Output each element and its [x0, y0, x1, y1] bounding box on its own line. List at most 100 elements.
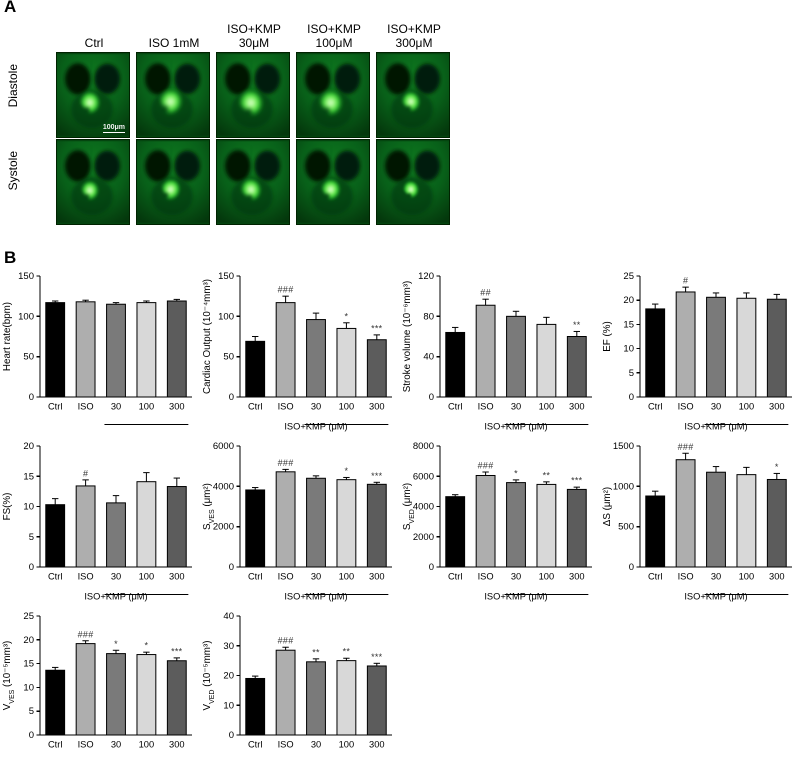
svg-text:#: #	[683, 276, 688, 286]
svg-text:30: 30	[511, 402, 521, 412]
svg-text:120: 120	[418, 271, 434, 282]
svg-text:15: 15	[23, 471, 34, 482]
svg-text:150: 150	[18, 271, 34, 282]
svg-text:50: 50	[223, 352, 234, 363]
svg-text:0: 0	[629, 562, 634, 573]
svg-text:10: 10	[623, 344, 634, 355]
svg-text:25: 25	[23, 611, 34, 622]
svg-text:100: 100	[139, 740, 155, 750]
svg-text:**: **	[573, 320, 581, 330]
svg-text:6000: 6000	[413, 471, 434, 482]
svg-text:25: 25	[623, 271, 634, 282]
svg-text:0: 0	[229, 392, 234, 403]
svg-text:15: 15	[23, 659, 34, 670]
svg-text:ISO: ISO	[78, 572, 94, 582]
svg-text:30: 30	[223, 641, 234, 652]
svg-text:Ctrl: Ctrl	[448, 402, 462, 412]
svg-text:30: 30	[111, 740, 121, 750]
svg-text:VVES (10⁻⁵mm³): VVES (10⁻⁵mm³)	[2, 641, 16, 711]
svg-text:300: 300	[369, 402, 385, 412]
svg-text:300: 300	[369, 572, 385, 582]
svg-text:2000: 2000	[213, 522, 234, 533]
svg-text:###: ###	[278, 285, 294, 295]
svg-text:300: 300	[569, 572, 585, 582]
svg-text:*: *	[514, 468, 518, 478]
svg-text:ISO: ISO	[478, 402, 494, 412]
svg-text:20: 20	[23, 441, 34, 452]
svg-text:300: 300	[169, 740, 185, 750]
svg-text:ISO: ISO	[278, 402, 294, 412]
svg-text:0: 0	[29, 562, 34, 573]
svg-text:Ctrl: Ctrl	[48, 572, 62, 582]
svg-text:ISO: ISO	[678, 572, 694, 582]
svg-text:300: 300	[569, 402, 585, 412]
svg-text:ISO+KMP (μM): ISO+KMP (μM)	[684, 592, 747, 602]
svg-text:Cardiac Output (10⁻⁴mm³): Cardiac Output (10⁻⁴mm³)	[202, 279, 213, 394]
svg-text:##: ##	[480, 288, 491, 298]
svg-text:300: 300	[169, 572, 185, 582]
svg-text:100: 100	[139, 572, 155, 582]
svg-text:ΔS (μm²): ΔS (μm²)	[602, 487, 613, 526]
svg-text:300: 300	[769, 402, 785, 412]
svg-text:###: ###	[478, 461, 494, 471]
svg-text:30: 30	[711, 572, 721, 582]
svg-text:Ctrl: Ctrl	[648, 572, 662, 582]
svg-text:0: 0	[429, 562, 434, 573]
svg-text:40: 40	[223, 611, 234, 622]
svg-text:###: ###	[78, 629, 94, 639]
svg-text:10: 10	[223, 700, 234, 711]
svg-text:10: 10	[23, 682, 34, 693]
svg-text:300: 300	[169, 402, 185, 412]
svg-text:500: 500	[618, 522, 634, 533]
svg-text:6000: 6000	[213, 441, 234, 452]
svg-text:300: 300	[769, 572, 785, 582]
svg-text:20: 20	[23, 635, 34, 646]
svg-text:Ctrl: Ctrl	[248, 402, 262, 412]
svg-text:***: ***	[571, 476, 583, 486]
svg-text:100: 100	[339, 402, 355, 412]
svg-text:5: 5	[29, 706, 34, 717]
svg-text:Ctrl: Ctrl	[48, 402, 62, 412]
svg-text:#: #	[83, 468, 88, 478]
svg-text:**: **	[343, 647, 351, 657]
svg-text:ISO+KMP (μM): ISO+KMP (μM)	[484, 592, 547, 602]
svg-text:300: 300	[369, 740, 385, 750]
svg-text:100: 100	[739, 402, 755, 412]
svg-text:40: 40	[423, 352, 434, 363]
svg-text:30: 30	[111, 402, 121, 412]
svg-text:ISO: ISO	[278, 572, 294, 582]
svg-text:30: 30	[711, 402, 721, 412]
svg-text:***: ***	[371, 471, 383, 481]
svg-text:100: 100	[339, 740, 355, 750]
svg-text:Stroke volume (10⁻⁶mm³): Stroke volume (10⁻⁶mm³)	[402, 281, 413, 393]
svg-text:100: 100	[739, 572, 755, 582]
svg-text:0: 0	[629, 392, 634, 403]
svg-text:###: ###	[678, 442, 694, 452]
svg-text:Ctrl: Ctrl	[648, 402, 662, 412]
svg-text:*: *	[344, 466, 348, 476]
svg-text:30: 30	[311, 740, 321, 750]
svg-text:4000: 4000	[213, 481, 234, 492]
svg-text:5: 5	[629, 368, 634, 379]
svg-text:***: ***	[371, 652, 383, 662]
svg-text:0: 0	[29, 730, 34, 741]
svg-text:ISO: ISO	[678, 402, 694, 412]
svg-text:ISO: ISO	[478, 572, 494, 582]
svg-text:100: 100	[18, 311, 34, 322]
svg-text:*: *	[144, 641, 148, 651]
svg-text:0: 0	[29, 392, 34, 403]
svg-text:100: 100	[139, 402, 155, 412]
svg-text:*: *	[344, 311, 348, 321]
svg-text:1000: 1000	[613, 481, 634, 492]
svg-text:30: 30	[311, 572, 321, 582]
svg-text:***: ***	[171, 646, 183, 656]
svg-text:100: 100	[218, 311, 234, 322]
svg-text:*: *	[114, 639, 118, 649]
svg-text:1500: 1500	[613, 441, 634, 452]
svg-text:**: **	[543, 470, 551, 480]
svg-text:###: ###	[278, 636, 294, 646]
svg-text:0: 0	[229, 562, 234, 573]
svg-text:20: 20	[223, 671, 234, 682]
svg-text:ISO: ISO	[78, 402, 94, 412]
svg-text:FS(%): FS(%)	[2, 493, 13, 521]
